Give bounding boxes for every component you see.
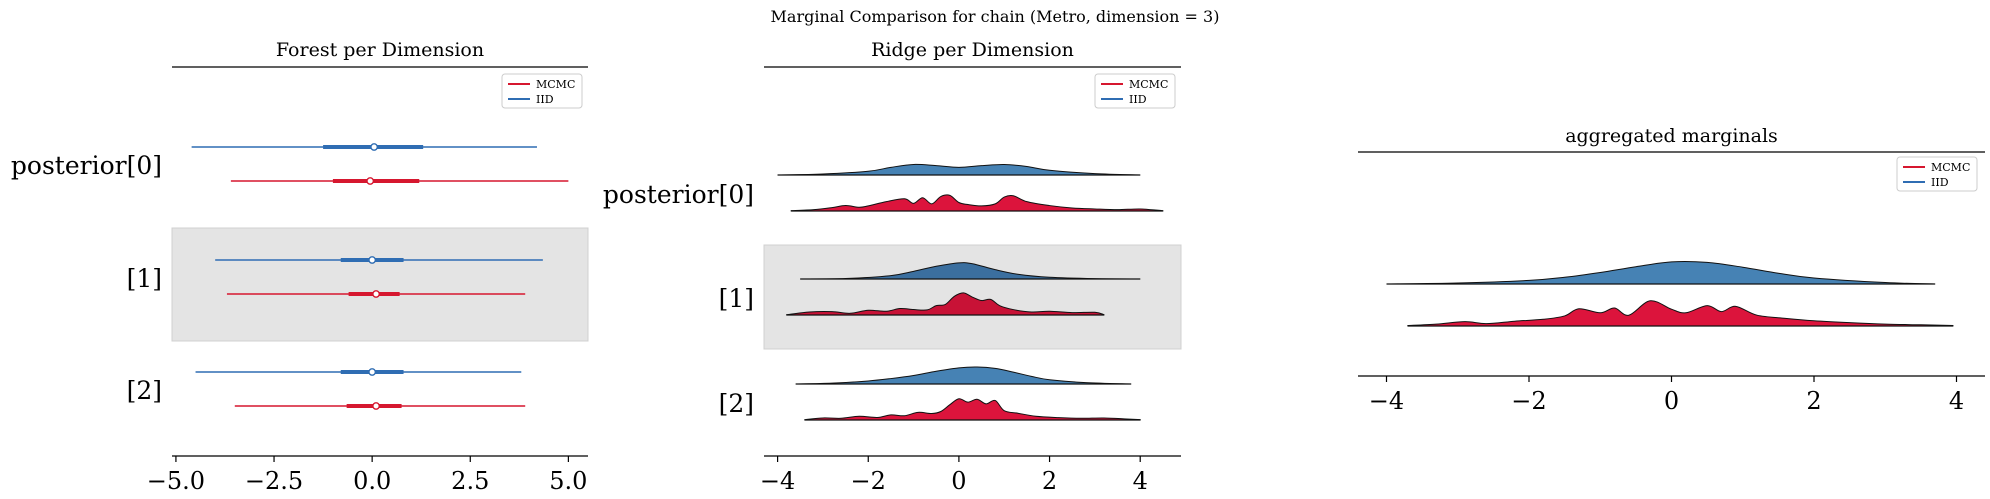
legend-label-iid: IID	[1129, 93, 1147, 106]
y-row-label: [2]	[127, 376, 162, 405]
x-tick-label: 0	[951, 467, 966, 495]
forest-mean-iid	[368, 368, 377, 376]
ridge-mcmc	[804, 398, 1141, 421]
forest-mean-iid	[370, 143, 379, 151]
x-tick-label: −4	[1369, 387, 1404, 415]
ridge-mcmc	[790, 194, 1164, 212]
ridge-iid	[800, 262, 1141, 280]
row-band	[171, 227, 589, 342]
ridge-iid	[795, 366, 1132, 385]
forest-mean-mcmc	[372, 290, 380, 298]
panel-title: Ridge per Dimension	[871, 39, 1074, 61]
x-tick-label: 0	[1664, 387, 1679, 415]
x-tick-label: −2	[1511, 387, 1546, 415]
forest-mean-mcmc	[366, 177, 375, 185]
ridge-iid	[777, 163, 1141, 176]
legend-label-iid: IID	[536, 93, 554, 106]
legend-label-iid: IID	[1931, 176, 1949, 189]
x-tick-label: −2	[851, 467, 886, 495]
x-tick-label: 2.5	[451, 467, 489, 495]
legend-label-mcmc: MCMC	[1129, 78, 1168, 91]
y-row-label: posterior[0]	[11, 151, 162, 180]
panel-title: aggregated marginals	[1565, 125, 1778, 147]
y-row-label: [1]	[719, 284, 754, 313]
figure-suptitle: Marginal Comparison for chain (Metro, di…	[771, 7, 1220, 26]
x-tick-label: 5.0	[549, 467, 587, 495]
x-tick-label: 4	[1949, 387, 1964, 415]
y-row-label: [1]	[127, 264, 162, 293]
x-tick-label: 4	[1133, 467, 1148, 495]
x-tick-label: −4	[760, 467, 795, 495]
y-row-label: [2]	[719, 389, 754, 418]
legend-label-mcmc: MCMC	[1931, 161, 1970, 174]
ridge-mcmc	[786, 292, 1105, 316]
legend-label-mcmc: MCMC	[536, 78, 575, 91]
ridge-iid	[1386, 261, 1936, 285]
x-tick-label: −2.5	[245, 467, 303, 495]
panel-forest: Forest per Dimension −5.0 −2.5 0.0 2.5 5.0 pos…	[11, 39, 589, 495]
forest-mean-iid	[368, 256, 377, 264]
x-tick-label: 2	[1806, 387, 1821, 415]
x-tick-label: −5.0	[147, 467, 205, 495]
panel-aggregated: aggregated marginals −4 −2 0 2 4 MCMC IID	[1358, 125, 1985, 415]
panel-ridge: Ridge per Dimension −4 −2 0 2 4 posterior[0] [1…	[603, 39, 1182, 495]
panel-title: Forest per Dimension	[276, 39, 484, 61]
ridge-mcmc	[1407, 300, 1954, 327]
forest-mean-mcmc	[372, 402, 380, 410]
x-tick-label: 0.0	[353, 467, 391, 495]
x-tick-label: 2	[1042, 467, 1057, 495]
y-row-label: posterior[0]	[603, 180, 754, 209]
